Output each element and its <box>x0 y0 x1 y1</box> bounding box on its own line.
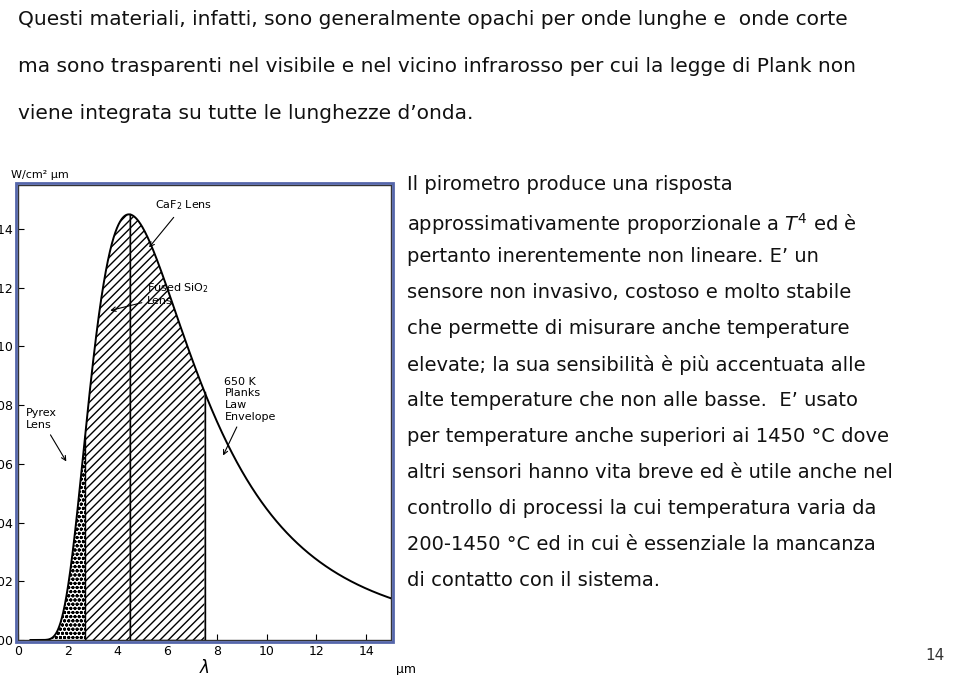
Text: di contatto con il sistema.: di contatto con il sistema. <box>407 571 660 590</box>
Text: Pyrex
Lens: Pyrex Lens <box>26 408 65 460</box>
Text: alte temperature che non alle basse.  E’ usato: alte temperature che non alle basse. E’ … <box>407 391 858 410</box>
Text: sensore non invasivo, costoso e molto stabile: sensore non invasivo, costoso e molto st… <box>407 283 852 302</box>
Text: 200-1450 °C ed in cui è essenziale la mancanza: 200-1450 °C ed in cui è essenziale la ma… <box>407 535 876 554</box>
Text: viene integrata su tutte le lunghezze d’onda.: viene integrata su tutte le lunghezze d’… <box>18 104 474 123</box>
Text: approssimativamente proporzionale a $T^4$ ed è: approssimativamente proporzionale a $T^4… <box>407 211 856 237</box>
Text: Il pirometro produce una risposta: Il pirometro produce una risposta <box>407 175 733 194</box>
Text: 14: 14 <box>925 648 945 663</box>
X-axis label: λ: λ <box>199 659 209 675</box>
Text: per temperature anche superiori ai 1450 °C dove: per temperature anche superiori ai 1450 … <box>407 427 889 446</box>
Text: pertanto inerentemente non lineare. E’ un: pertanto inerentemente non lineare. E’ u… <box>407 247 819 266</box>
Text: che permette di misurare anche temperature: che permette di misurare anche temperatu… <box>407 319 850 338</box>
Text: elevate; la sua sensibilità è più accentuata alle: elevate; la sua sensibilità è più accent… <box>407 355 866 375</box>
Text: ma sono trasparenti nel visibile e nel vicino infrarosso per cui la legge di Pla: ma sono trasparenti nel visibile e nel v… <box>18 57 856 76</box>
Text: μm: μm <box>396 664 416 675</box>
Text: 650 K
Planks
Law
Envelope: 650 K Planks Law Envelope <box>223 377 276 454</box>
Text: CaF$_2$ Lens: CaF$_2$ Lens <box>150 198 212 246</box>
Text: Fused SiO$_2$
Lens: Fused SiO$_2$ Lens <box>111 281 209 311</box>
Text: Questi materiali, infatti, sono generalmente opachi per onde lunghe e  onde cort: Questi materiali, infatti, sono generalm… <box>18 10 848 29</box>
Text: controllo di processi la cui temperatura varia da: controllo di processi la cui temperatura… <box>407 499 877 518</box>
Text: altri sensori hanno vita breve ed è utile anche nel: altri sensori hanno vita breve ed è util… <box>407 463 893 482</box>
Text: W/cm² μm: W/cm² μm <box>11 171 68 180</box>
